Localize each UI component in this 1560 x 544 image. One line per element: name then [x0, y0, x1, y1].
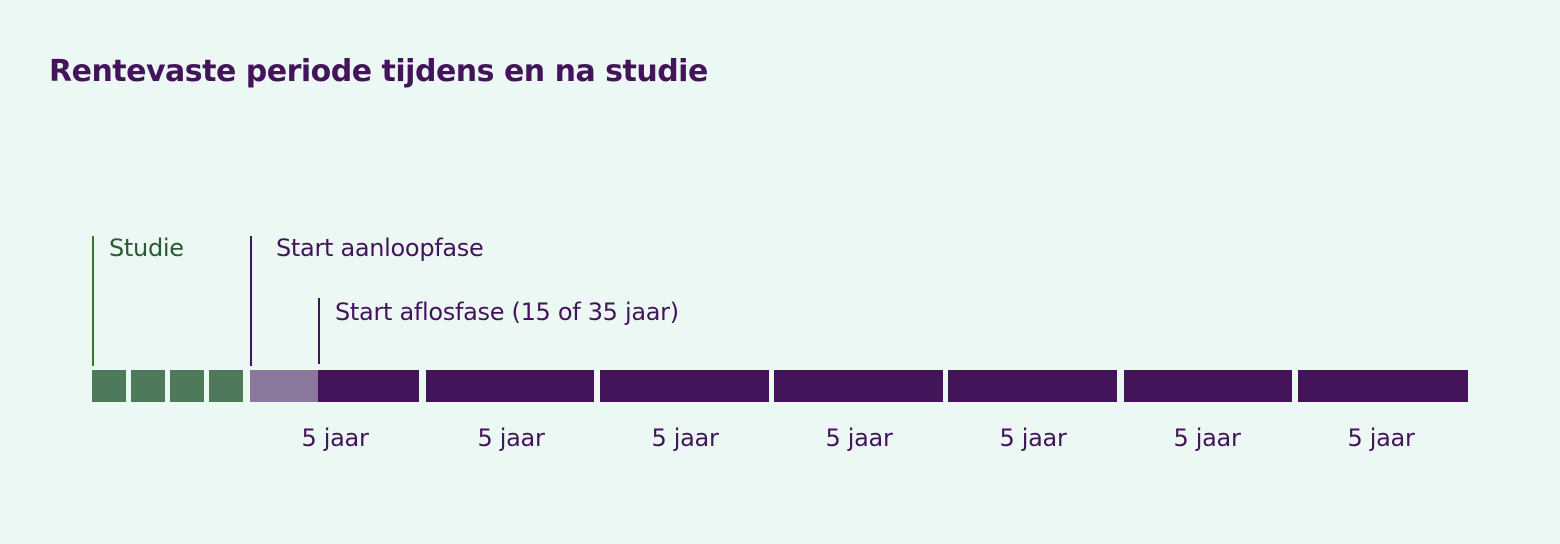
period-block [426, 370, 594, 402]
studie-year-block [209, 370, 243, 402]
period-label: 5 jaar [301, 424, 369, 452]
period-block [774, 370, 943, 402]
studie-marker-line [92, 236, 94, 366]
page-title: Rentevaste periode tijdens en na studie [49, 54, 708, 89]
period-block [1298, 370, 1468, 402]
period-label: 5 jaar [651, 424, 719, 452]
aanloopfase-marker-line [250, 236, 252, 366]
aflosfase-marker-line [318, 298, 320, 364]
period-block [948, 370, 1117, 402]
period-label: 5 jaar [999, 424, 1067, 452]
studie-year-block [131, 370, 165, 402]
period-block [318, 370, 419, 402]
period-block [1124, 370, 1292, 402]
studie-label: Studie [109, 234, 184, 262]
studie-year-block [92, 370, 126, 402]
period-label: 5 jaar [825, 424, 893, 452]
aflosfase-label: Start aflosfase (15 of 35 jaar) [335, 298, 679, 326]
studie-year-block [170, 370, 204, 402]
period-block [600, 370, 769, 402]
aanloopfase-label: Start aanloopfase [276, 234, 484, 262]
period-label: 5 jaar [1173, 424, 1241, 452]
period-label: 5 jaar [477, 424, 545, 452]
period-label: 5 jaar [1347, 424, 1415, 452]
aanloopfase-block [250, 370, 318, 402]
